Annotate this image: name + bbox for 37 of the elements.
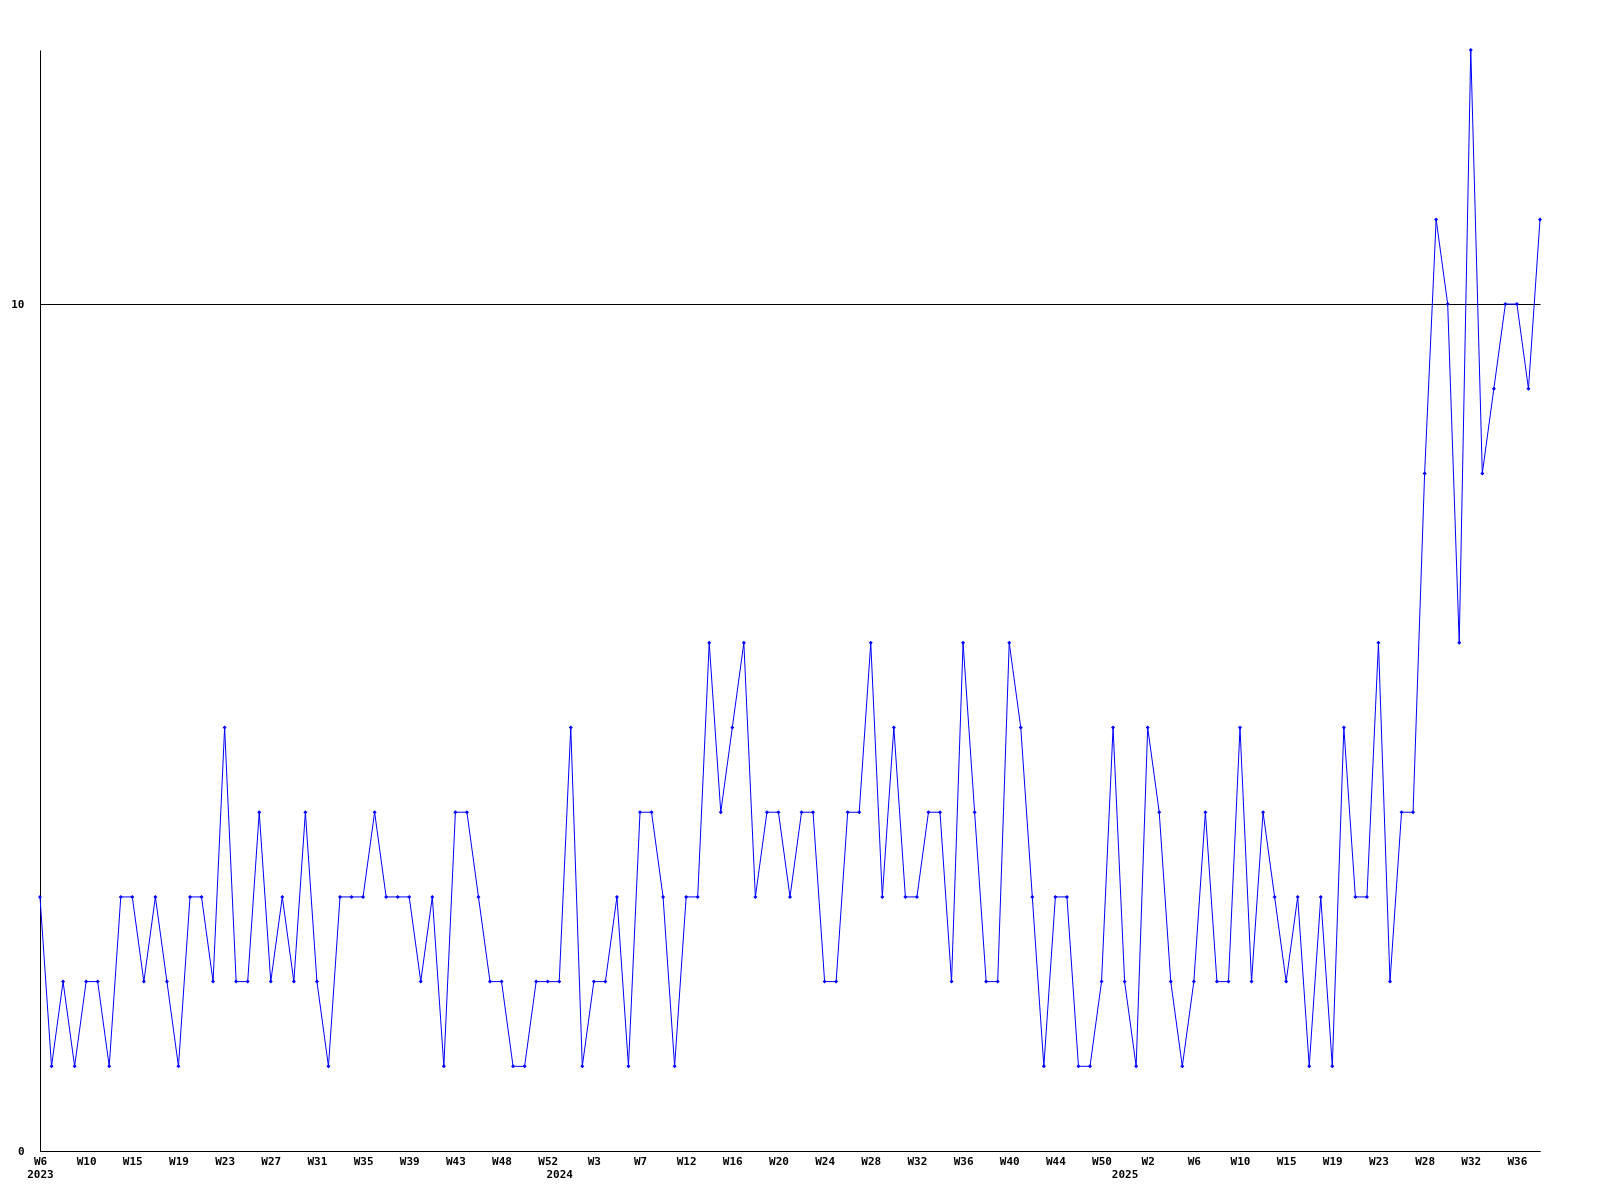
x-tick-label: W48 — [492, 1154, 512, 1168]
x-tick-label: 2025 — [1111, 1167, 1139, 1181]
x-tick-label: W19 — [1322, 1154, 1343, 1168]
x-tick-label: W20 — [769, 1154, 789, 1168]
x-tick-label: W10 — [76, 1154, 97, 1168]
y-tick-label: 0 — [17, 1144, 25, 1158]
x-tick-label: W50 — [1092, 1154, 1112, 1168]
x-tick-label: W3 — [587, 1154, 601, 1168]
x-tick-label: W36 — [953, 1154, 974, 1168]
x-tick-label: W43 — [445, 1154, 466, 1168]
y-tick-label: 10 — [11, 297, 25, 311]
x-tick-label: W27 — [261, 1154, 282, 1168]
x-tick-label: W16 — [722, 1154, 744, 1168]
x-tick-label: W32 — [907, 1154, 928, 1168]
x-tick-label: W2 — [1141, 1154, 1155, 1168]
x-tick-label: W12 — [676, 1154, 697, 1168]
x-tick-label: W44 — [1045, 1154, 1067, 1168]
x-tick-label: W35 — [353, 1154, 374, 1168]
x-tick-label: W6 2023 — [27, 1154, 54, 1181]
x-tick-label: W7 — [633, 1154, 648, 1168]
x-tick-label: W19 — [169, 1154, 189, 1168]
x-tick-label: W23 — [1369, 1154, 1389, 1168]
x-tick-label: W15 — [122, 1154, 143, 1168]
x-tick-label: W10 — [1230, 1154, 1251, 1168]
x-tick-label: W52 — [538, 1154, 559, 1168]
x-tick-label: W6 — [1187, 1154, 1202, 1168]
x-tick-label: W23 — [215, 1154, 236, 1168]
x-tick-label: W36 — [1507, 1154, 1528, 1168]
x-tick-label: W15 — [1276, 1154, 1297, 1168]
x-tick-label: W31 — [307, 1154, 328, 1168]
x-tick-label: W28 — [1415, 1154, 1436, 1168]
x-tick-label: W24 — [815, 1154, 836, 1168]
x-tick-label: W40 — [999, 1154, 1020, 1168]
x-tick-label: W32 — [1461, 1154, 1482, 1168]
x-tick-label: 2024 — [546, 1167, 574, 1181]
x-tick-label: W28 — [861, 1154, 882, 1168]
x-tick-label: W39 — [399, 1154, 420, 1168]
